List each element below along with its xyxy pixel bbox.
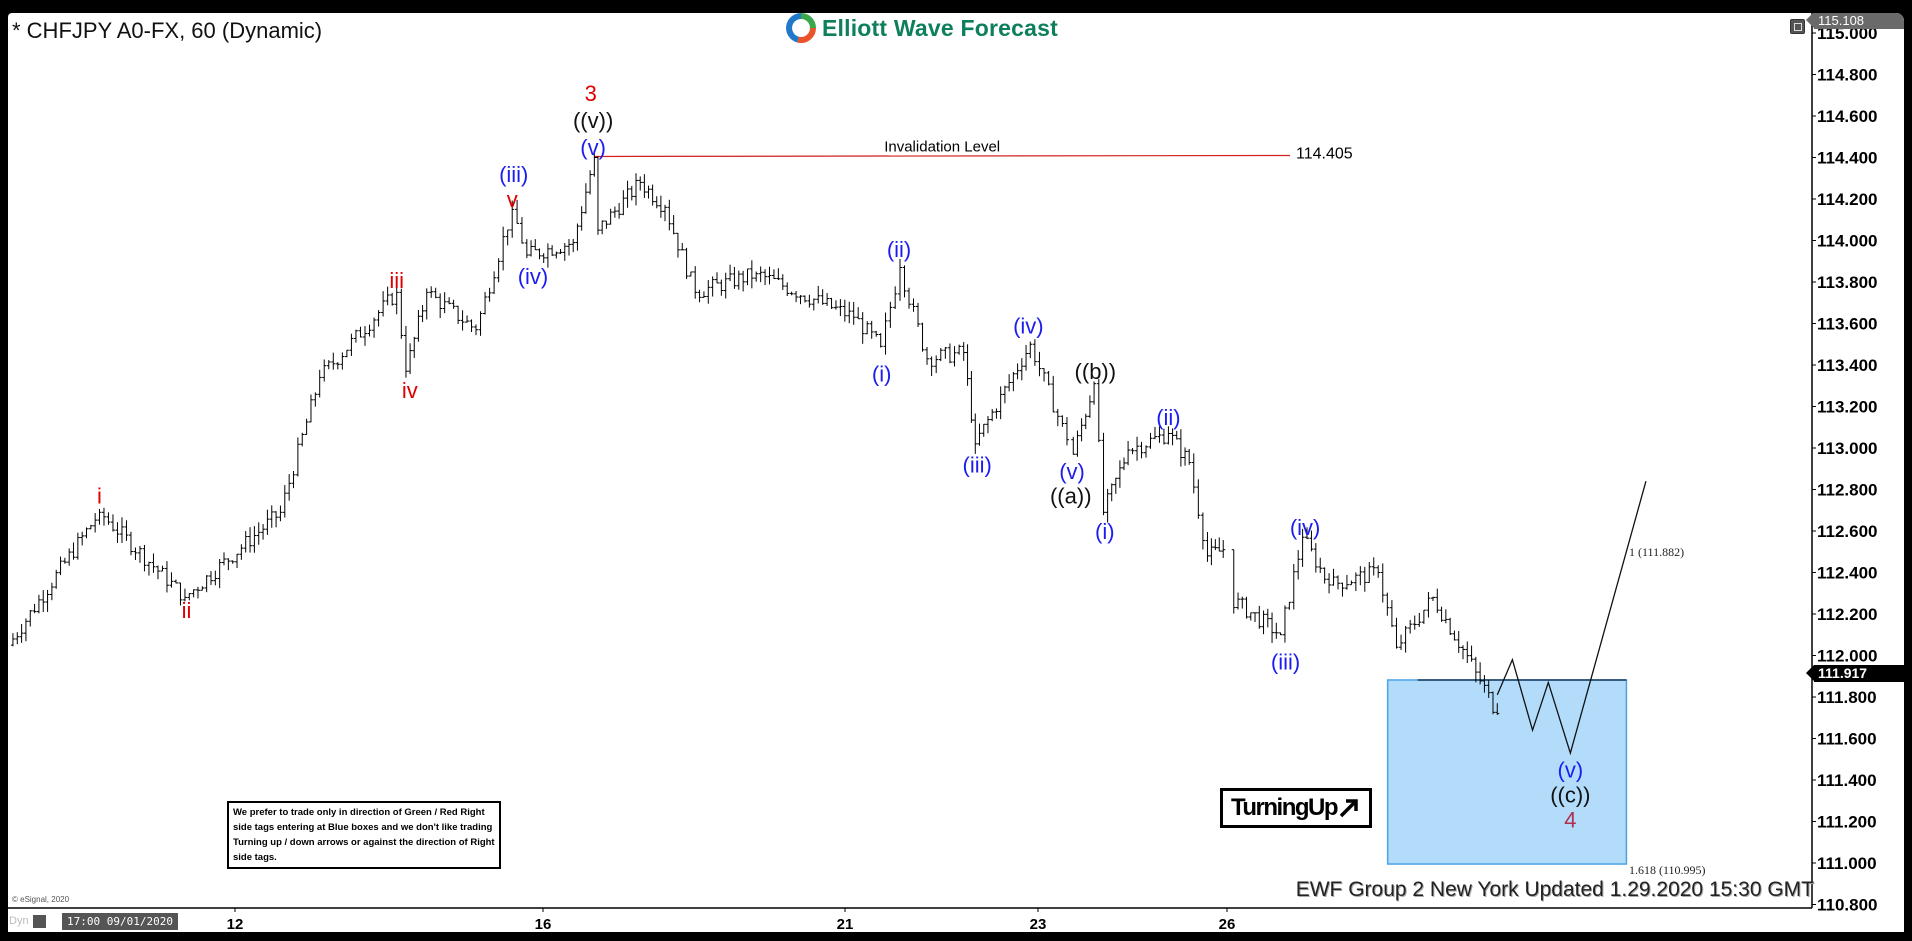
wave-label: ii (182, 598, 192, 623)
wave-label: (iv) (1013, 314, 1044, 339)
y-tick-label: 112.400 (1817, 564, 1878, 583)
y-tick-label: 114.600 (1817, 107, 1878, 126)
high-price-value: 115.108 (1818, 13, 1865, 28)
wave-label: v (507, 187, 518, 212)
wave-label: iii (389, 268, 404, 293)
fib-1618-label: 1.618 (110.995) (1629, 863, 1706, 877)
wave-label: (v) (1059, 459, 1085, 484)
wave-label: 4 (1564, 807, 1576, 832)
wave-label: (iii) (963, 453, 992, 478)
wave-label: ((c)) (1550, 783, 1590, 808)
wave-label: ((a)) (1050, 484, 1092, 509)
high-price-tag: 115.108 (1806, 13, 1904, 29)
arrow-up-right-icon (1339, 799, 1358, 818)
y-tick-label: 112.600 (1817, 522, 1878, 541)
y-tick-label: 110.800 (1817, 896, 1878, 915)
invalidation-line (594, 154, 1291, 158)
invalidation-label: Invalidation Level (884, 138, 1000, 155)
wave-label: (iii) (1271, 650, 1300, 675)
y-tick-label: 114.000 (1817, 232, 1878, 251)
wave-label: i (97, 484, 102, 509)
restore-window-icon[interactable] (1790, 19, 1805, 34)
y-tick-label: 112.200 (1817, 605, 1878, 624)
y-tick-label: 113.200 (1817, 398, 1878, 417)
x-tick-label: 16 (535, 916, 552, 932)
wave-label: (v) (580, 135, 606, 160)
wave-label: (ii) (887, 237, 911, 262)
invalidation-value: 114.405 (1296, 145, 1353, 162)
wave-label: (iii) (499, 162, 528, 187)
price-chart[interactable]: Invalidation Level 114.405iiiiiiivv(iii)(… (8, 13, 1904, 932)
wave-label: 3 (585, 81, 597, 106)
x-tick-label: 26 (1219, 916, 1236, 932)
x-tick-label: 12 (227, 916, 244, 932)
last-price-value: 111.917 (1818, 665, 1868, 681)
y-tick-label: 112.000 (1817, 647, 1878, 666)
y-tick-label: 111.800 (1817, 688, 1877, 707)
turning-up-label: TurningUp (1230, 794, 1339, 821)
update-timestamp: EWF Group 2 New York Updated 1.29.2020 1… (1295, 878, 1814, 901)
wave-label: (ii) (1156, 405, 1180, 430)
y-tick-label: 111.000 (1817, 854, 1877, 873)
y-tick-label: 114.800 (1817, 66, 1878, 85)
wave-label: (iv) (518, 264, 549, 289)
y-tick-label: 114.200 (1817, 190, 1878, 209)
y-tick-label: 113.800 (1817, 273, 1878, 292)
price-axis-panel (1812, 13, 1904, 932)
x-tick-label: 23 (1030, 916, 1047, 932)
time-axis-panel (8, 908, 1812, 932)
y-tick-label: 114.400 (1817, 149, 1878, 168)
y-tick-label: 113.600 (1817, 315, 1878, 334)
y-tick-label: 112.800 (1817, 481, 1878, 500)
chart-window: Invalidation Level 114.405 i ii iii iv v (iii)(… (8, 13, 1904, 932)
cursor-time: 17:00 09/01/2020 (62, 913, 178, 930)
wave-label: (iv) (1290, 515, 1321, 540)
wave-label: ((b)) (1075, 359, 1117, 384)
y-tick-label: 111.200 (1817, 813, 1877, 832)
y-tick-label: 113.000 (1817, 439, 1878, 458)
logo: Elliott Wave Forecast (778, 13, 1076, 45)
copyright: © eSignal, 2020 (12, 895, 70, 904)
x-tick-label: 21 (837, 916, 854, 932)
logo-text: Elliott Wave Forecast (822, 14, 1058, 41)
last-price-tag: 111.917 (1806, 665, 1904, 682)
fib-100-label: 1 (111.882) (1629, 545, 1685, 559)
blue-box (1386, 679, 1628, 865)
lock-icon[interactable] (33, 915, 46, 928)
wave-label: (i) (872, 361, 892, 386)
logo-swirl-icon (786, 13, 816, 43)
wave-label: (v) (1558, 758, 1584, 783)
chart-title: * CHFJPY A0-FX, 60 (Dynamic) (12, 18, 323, 43)
y-tick-label: 111.600 (1817, 730, 1877, 749)
y-tick-label: 113.400 (1817, 356, 1878, 375)
trading-note: We prefer to trade only in direction of … (227, 801, 501, 869)
wave-label: iv (402, 378, 418, 403)
wave-label: (i) (1095, 519, 1115, 544)
y-tick-label: 111.400 (1817, 771, 1877, 790)
projection-path (1496, 481, 1647, 756)
turning-up-badge: TurningUp (1220, 788, 1372, 828)
wave-label: ((v)) (573, 108, 613, 133)
dynamic-toggle[interactable]: Dyn (9, 915, 29, 927)
